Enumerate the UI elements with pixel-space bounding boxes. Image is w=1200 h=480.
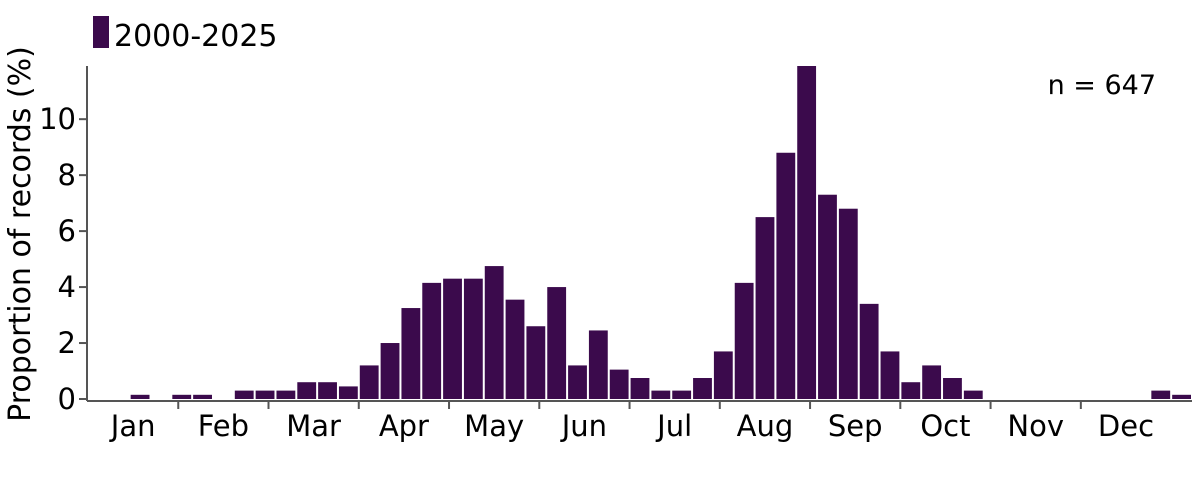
x-tick-label-feb: Feb <box>198 409 249 443</box>
bar-week-29 <box>672 390 692 399</box>
bar-week-32 <box>734 282 754 399</box>
bar-week-53 <box>1172 394 1191 399</box>
bar-week-22 <box>526 326 546 399</box>
bar-week-12 <box>318 382 337 399</box>
bar-week-13 <box>338 386 358 399</box>
x-tick-label-nov: Nov <box>1007 409 1064 443</box>
bar-week-43 <box>963 390 983 399</box>
y-axis-label: Proportion of records (%) <box>3 46 38 422</box>
bar-week-9 <box>255 390 275 399</box>
bar-week-27 <box>630 378 650 399</box>
bar-week-14 <box>359 365 379 399</box>
y-tick-label: 8 <box>58 158 76 192</box>
y-tick-label: 0 <box>58 382 76 416</box>
x-tick-label-dec: Dec <box>1098 409 1154 443</box>
x-tick-label-jul: Jul <box>655 409 692 443</box>
bar-week-36 <box>818 194 837 399</box>
bar-week-17 <box>422 282 442 399</box>
y-ticks-group: 0 2 4 6 8 10 <box>39 102 87 416</box>
x-tick-label-apr: Apr <box>379 409 429 443</box>
bar-week-42 <box>943 378 962 399</box>
x-tick-label-sep: Sep <box>828 409 883 443</box>
bar-week-16 <box>401 308 421 399</box>
x-tick-label-mar: Mar <box>286 409 341 443</box>
bar-week-19 <box>463 278 483 399</box>
bar-week-15 <box>380 343 400 399</box>
legend-label: 2000-2025 <box>114 19 278 54</box>
bar-week-23 <box>547 287 567 399</box>
y-tick-label: 4 <box>58 270 76 304</box>
bar-week-8 <box>234 390 254 399</box>
x-tick-label-oct: Oct <box>920 409 970 443</box>
bar-week-3 <box>130 394 150 399</box>
bar-week-20 <box>484 266 504 399</box>
x-tick-label-jun: Jun <box>560 409 607 443</box>
bars-group <box>130 66 1191 399</box>
bar-week-34 <box>776 152 796 399</box>
bar-week-52 <box>1151 390 1171 399</box>
bar-week-21 <box>505 299 525 399</box>
bar-week-38 <box>859 303 879 399</box>
bar-week-26 <box>609 369 629 399</box>
bar-week-33 <box>755 217 775 399</box>
bar-week-40 <box>901 382 921 399</box>
x-tick-label-aug: Aug <box>737 409 794 443</box>
bar-week-30 <box>693 378 712 399</box>
bar-week-28 <box>651 390 671 399</box>
bar-week-25 <box>588 330 608 399</box>
bar-week-18 <box>443 278 462 399</box>
x-tick-label-jan: Jan <box>109 409 156 443</box>
y-tick-label: 6 <box>58 214 76 248</box>
bar-week-10 <box>276 390 296 399</box>
bar-week-31 <box>713 351 733 399</box>
x-tick-label-may: May <box>464 409 524 443</box>
bar-week-11 <box>297 382 317 399</box>
x-ticks-group: Jan Feb Mar Apr May Jun Jul Aug Sep Oct Nov Dec <box>109 401 1154 443</box>
bar-week-5 <box>172 394 192 399</box>
sample-size-annotation: n = 647 <box>1048 70 1156 101</box>
bar-week-37 <box>838 208 858 399</box>
bar-week-41 <box>922 365 942 399</box>
bar-week-6 <box>193 394 212 399</box>
bar-week-39 <box>880 351 900 399</box>
bar-week-24 <box>568 365 587 399</box>
bar-week-35 <box>797 66 817 399</box>
y-tick-label: 10 <box>39 102 76 136</box>
y-tick-label: 2 <box>58 326 76 360</box>
legend-swatch <box>93 16 109 48</box>
